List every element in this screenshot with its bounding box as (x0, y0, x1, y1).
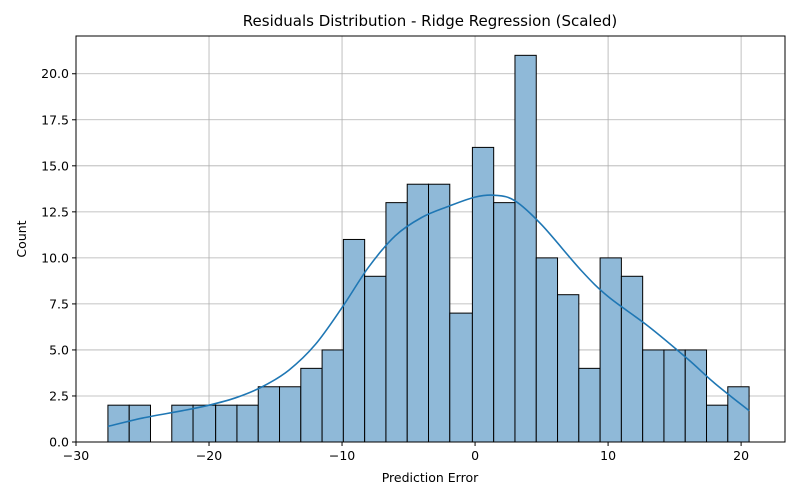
histogram-bar (406, 183, 430, 443)
histogram-bar (300, 367, 323, 443)
plot-area-frame (75, 35, 786, 443)
kde-curve (107, 194, 750, 428)
histogram-bar (578, 367, 601, 443)
histogram-bar (599, 257, 622, 443)
y-axis-label: Count (14, 220, 29, 257)
histogram-bar (215, 404, 238, 443)
histogram-bar (642, 349, 665, 443)
y-tick-label: 20.0 (41, 66, 69, 81)
x-tick-label: 0 (471, 448, 479, 463)
y-tick-label: 15.0 (41, 158, 69, 173)
histogram-bar (684, 349, 708, 443)
histogram-bars (107, 54, 750, 443)
x-tick-label: 10 (600, 448, 616, 463)
kde-curve-group (107, 194, 750, 428)
y-tick-label: 10.0 (41, 250, 69, 265)
histogram-bar (321, 349, 344, 443)
chart-title: Residuals Distribution - Ridge Regressio… (243, 12, 617, 30)
y-tick-label: 17.5 (41, 112, 69, 127)
histogram-bar (706, 404, 729, 443)
x-tick-label: −10 (329, 448, 355, 463)
x-tick-label: −20 (196, 448, 222, 463)
x-tick-label: −30 (63, 448, 89, 463)
x-axis-label: Prediction Error (382, 470, 479, 485)
histogram-bar (471, 146, 495, 443)
y-tick-label: 5.0 (49, 342, 69, 357)
histogram-bar (257, 386, 281, 443)
histogram-bar (428, 183, 451, 443)
histogram-bar (385, 202, 408, 443)
histogram-bar (493, 202, 516, 443)
histogram-bar (535, 257, 559, 443)
histogram-bar (663, 349, 686, 443)
histogram-bar (236, 404, 259, 443)
y-tick-label: 7.5 (49, 296, 69, 311)
histogram-bar (727, 386, 750, 443)
x-tick-label: 20 (733, 448, 749, 463)
y-tick-label: 12.5 (41, 204, 69, 219)
histogram-bar (342, 238, 366, 443)
histogram-bar (557, 294, 580, 443)
histogram-bar (620, 275, 644, 443)
histogram-bar (449, 312, 473, 443)
histogram-bar (514, 54, 537, 443)
histogram-bar (192, 404, 217, 443)
y-tick-label: 0.0 (49, 435, 69, 450)
histogram-bar (364, 275, 387, 443)
y-tick-label: 2.5 (49, 388, 69, 403)
histogram-bar (128, 404, 151, 443)
histogram-bar (279, 386, 302, 443)
axis-ticks: −30 −20 −10 0 10 20 0.0 2.5 5.0 7.5 10.0 12.5 15.0 17… (41, 66, 749, 463)
